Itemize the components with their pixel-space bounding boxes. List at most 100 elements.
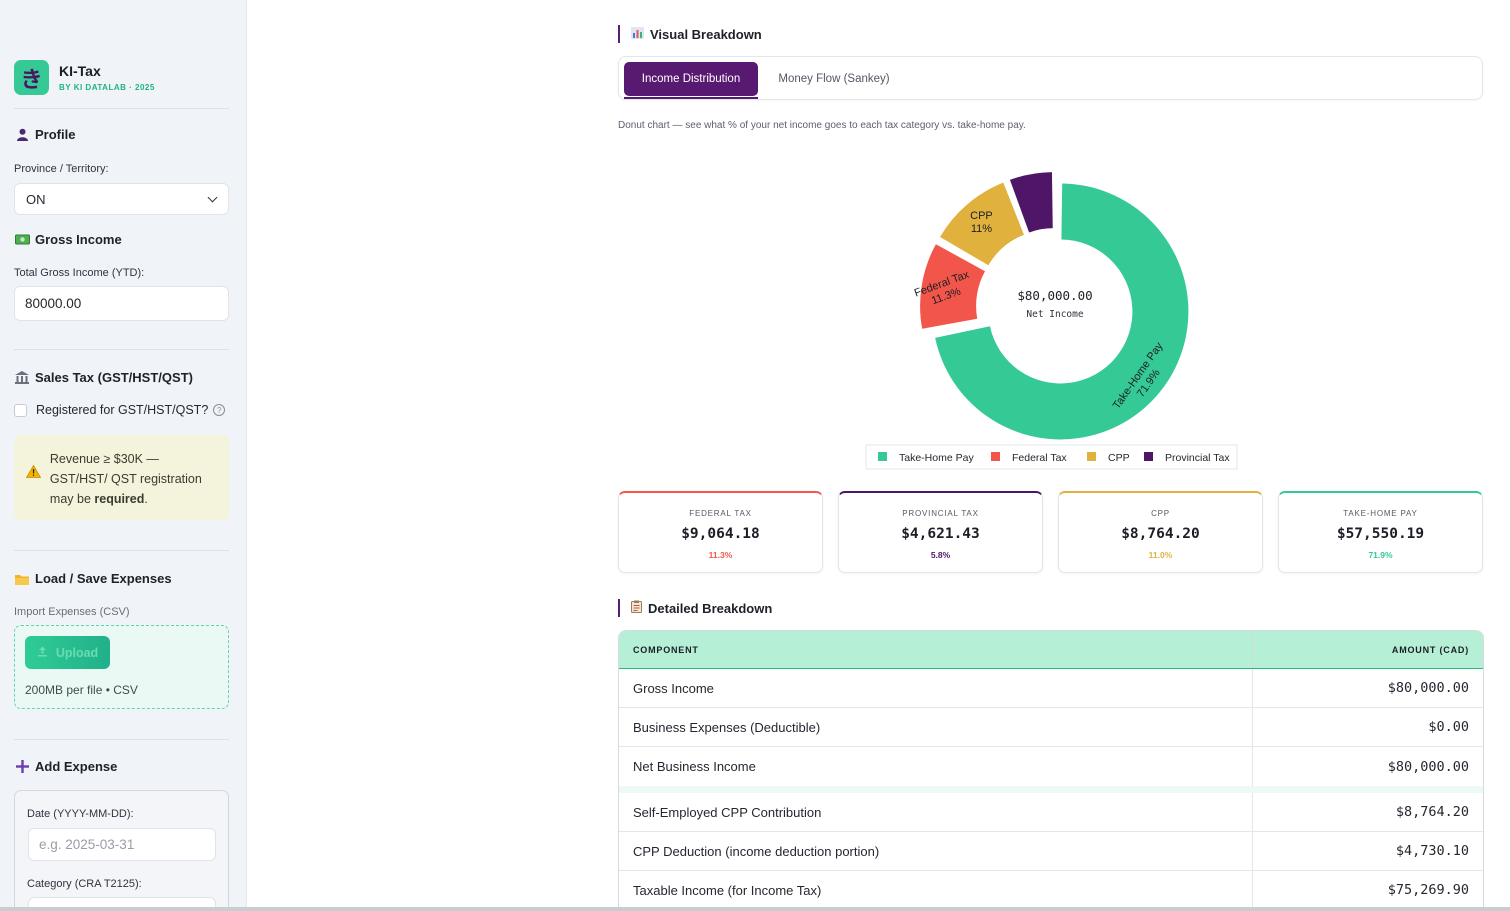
metric-percent: 11.0% — [1148, 550, 1173, 560]
sales-tax-heading-text: Sales Tax (GST/HST/QST) — [35, 370, 193, 385]
chart-tabs: Income Distribution Money Flow (Sankey) — [618, 56, 1483, 100]
detailed-breakdown-heading-text: Detailed Breakdown — [648, 600, 773, 616]
table-row: Business Expenses (Deductible) $0.00 — [619, 708, 1483, 747]
legend-swatch[interactable] — [878, 452, 887, 461]
table-cell-amount: $4,730.10 — [1395, 843, 1469, 859]
donut-chart-container: Take-Home Pay71.9% Federal Tax11.3% CPP 11%… — [618, 116, 1483, 480]
column-header-amount[interactable]: AMOUNT (CAD) — [1391, 644, 1469, 655]
metric-value: $57,550.19 — [1336, 526, 1425, 542]
bank-icon — [14, 371, 30, 385]
sales-tax-heading: Sales Tax (GST/HST/QST) — [14, 370, 193, 385]
metric-value: $8,764.20 — [1121, 526, 1200, 542]
person-icon — [14, 128, 30, 142]
gst-registered-row[interactable]: Registered for GST/HST/QST? ? — [14, 403, 226, 417]
gross-income-heading-text: Gross Income — [35, 232, 122, 247]
category-label: Category (CRA T2125): — [27, 878, 142, 890]
table-cell-amount: $0.00 — [1428, 719, 1469, 735]
bottom-edge — [0, 907, 1510, 911]
gst-registered-checkbox[interactable] — [14, 403, 27, 417]
chart-caption: Donut chart — see what % of your net inc… — [618, 120, 1026, 131]
legend-label[interactable]: Federal Tax — [1012, 452, 1067, 464]
load-save-heading: Load / Save Expenses — [14, 571, 172, 586]
tab-underline — [624, 97, 758, 99]
gst-warning: Revenue ≥ $30K — GST/HST/ QST registrati… — [14, 435, 229, 520]
table-row: Self-Employed CPP Contribution $8,764.20 — [619, 793, 1483, 832]
upload-button[interactable]: Upload — [25, 636, 110, 669]
legend-label[interactable]: Take-Home Pay — [899, 452, 974, 464]
slice-label: CPP 11% — [970, 210, 993, 235]
table-cell-component: Taxable Income (for Income Tax) — [619, 871, 1254, 909]
metric-card: CPP $8,764.20 11.0% — [1058, 491, 1263, 573]
donut-slice-cpp[interactable] — [940, 182, 1024, 266]
gross-income-label: Total Gross Income (YTD): — [14, 267, 145, 279]
chart-legend: Take-Home Pay Federal Tax CPP Provincial Ta… — [865, 444, 1238, 470]
legend-label[interactable]: CPP — [1108, 452, 1130, 464]
upload-button-label: Upload — [55, 645, 99, 660]
table-cell-amount: $80,000.00 — [1387, 758, 1469, 775]
breakdown-table: COMPONENT AMOUNT (CAD) Gross Income $80,0… — [618, 630, 1484, 911]
load-save-heading-text: Load / Save Expenses — [35, 571, 172, 586]
province-label: Province / Territory: — [14, 163, 109, 175]
csv-dropzone[interactable]: Upload 200MB per file • CSV — [14, 625, 229, 709]
donut-slice-provincial-tax[interactable] — [1009, 172, 1053, 233]
gst-registered-label: Registered for GST/HST/QST? — [36, 403, 209, 417]
profile-heading-text: Profile — [35, 127, 76, 142]
add-expense-form: Date (YYYY-MM-DD): e.g. 2025-03-31 Categ… — [14, 790, 229, 911]
divider — [14, 108, 229, 109]
divider — [14, 739, 229, 740]
donut-center-value: $80,000.00 — [1017, 288, 1092, 303]
donut-slice-take-home-pay[interactable] — [935, 183, 1189, 440]
gst-warning-text: Revenue ≥ $30K — GST/HST/ QST registrati… — [49, 452, 202, 506]
help-icon[interactable]: ? — [213, 404, 226, 416]
slice-label: Provincial Tax5.78% — [988, 140, 1056, 141]
divider — [14, 550, 229, 551]
table-cell-component: Gross Income — [619, 669, 1254, 707]
table-header: COMPONENT AMOUNT (CAD) — [619, 631, 1483, 669]
table-row: CPP Deduction (income deduction portion)… — [619, 832, 1483, 871]
column-header-component[interactable]: COMPONENT — [619, 631, 1254, 668]
profile-heading: Profile — [14, 127, 75, 142]
brand: き KI-Tax BY KI DATALAB · 2025 — [14, 60, 155, 95]
donut-chart[interactable]: Take-Home Pay71.9%Federal Tax11.3%CPP 11%… — [618, 116, 1483, 480]
bar-chart-icon — [631, 26, 644, 42]
date-label: Date (YYYY-MM-DD): — [27, 808, 134, 820]
legend-swatch[interactable] — [1087, 452, 1096, 461]
metric-value: $9,064.18 — [681, 526, 760, 542]
add-expense-heading: Add Expense — [14, 759, 117, 774]
metric-card: FEDERAL TAX $9,064.18 11.3% — [618, 491, 823, 573]
visual-breakdown-heading-text: Visual Breakdown — [650, 26, 762, 42]
legend-label[interactable]: Provincial Tax — [1165, 452, 1230, 464]
table-row: Gross Income $80,000.00 — [619, 669, 1483, 708]
legend-swatch[interactable] — [991, 452, 1000, 461]
province-select[interactable]: ON — [14, 183, 229, 215]
gross-income-input[interactable]: 80000.00 — [14, 286, 229, 321]
metric-percent: 5.8% — [930, 550, 951, 560]
tab-money-flow[interactable]: Money Flow (Sankey) — [778, 73, 890, 85]
add-expense-heading-text: Add Expense — [35, 759, 118, 774]
table-row: Taxable Income (for Income Tax) $75,269.9… — [619, 871, 1483, 910]
brand-logo: き — [14, 60, 49, 95]
province-value: ON — [26, 191, 46, 207]
donut-slice-federal-tax[interactable] — [920, 244, 985, 329]
metric-card: PROVINCIAL TAX $4,621.43 5.8% — [838, 491, 1043, 573]
legend-swatch[interactable] — [1144, 452, 1153, 461]
visual-breakdown-heading: Visual Breakdown — [618, 25, 762, 43]
table-cell-component: Business Expenses (Deductible) — [619, 708, 1254, 746]
metric-value: $4,621.43 — [901, 526, 980, 542]
metric-key: TAKE-HOME PAY — [1343, 509, 1418, 518]
table-cell-component: Net Business Income — [619, 747, 1254, 786]
sidebar: き KI-Tax BY KI DATALAB · 2025 Profile Pr… — [0, 0, 247, 911]
plus-icon — [14, 760, 30, 774]
tab-income-distribution[interactable]: Income Distribution — [624, 62, 758, 96]
metric-card: TAKE-HOME PAY $57,550.19 71.9% — [1278, 491, 1483, 573]
upload-note: 200MB per file • CSV — [25, 683, 138, 697]
table-cell-amount: $80,000.00 — [1387, 680, 1469, 696]
metric-percent: 11.3% — [708, 550, 733, 560]
table-cell-component: CPP Deduction (income deduction portion) — [619, 832, 1254, 870]
metric-key: FEDERAL TAX — [689, 509, 752, 518]
detailed-breakdown-heading: Detailed Breakdown — [618, 599, 772, 617]
date-input[interactable]: e.g. 2025-03-31 — [28, 828, 216, 861]
folder-icon — [14, 572, 30, 586]
table-cell-component: Self-Employed CPP Contribution — [619, 793, 1254, 831]
money-icon — [14, 233, 30, 247]
